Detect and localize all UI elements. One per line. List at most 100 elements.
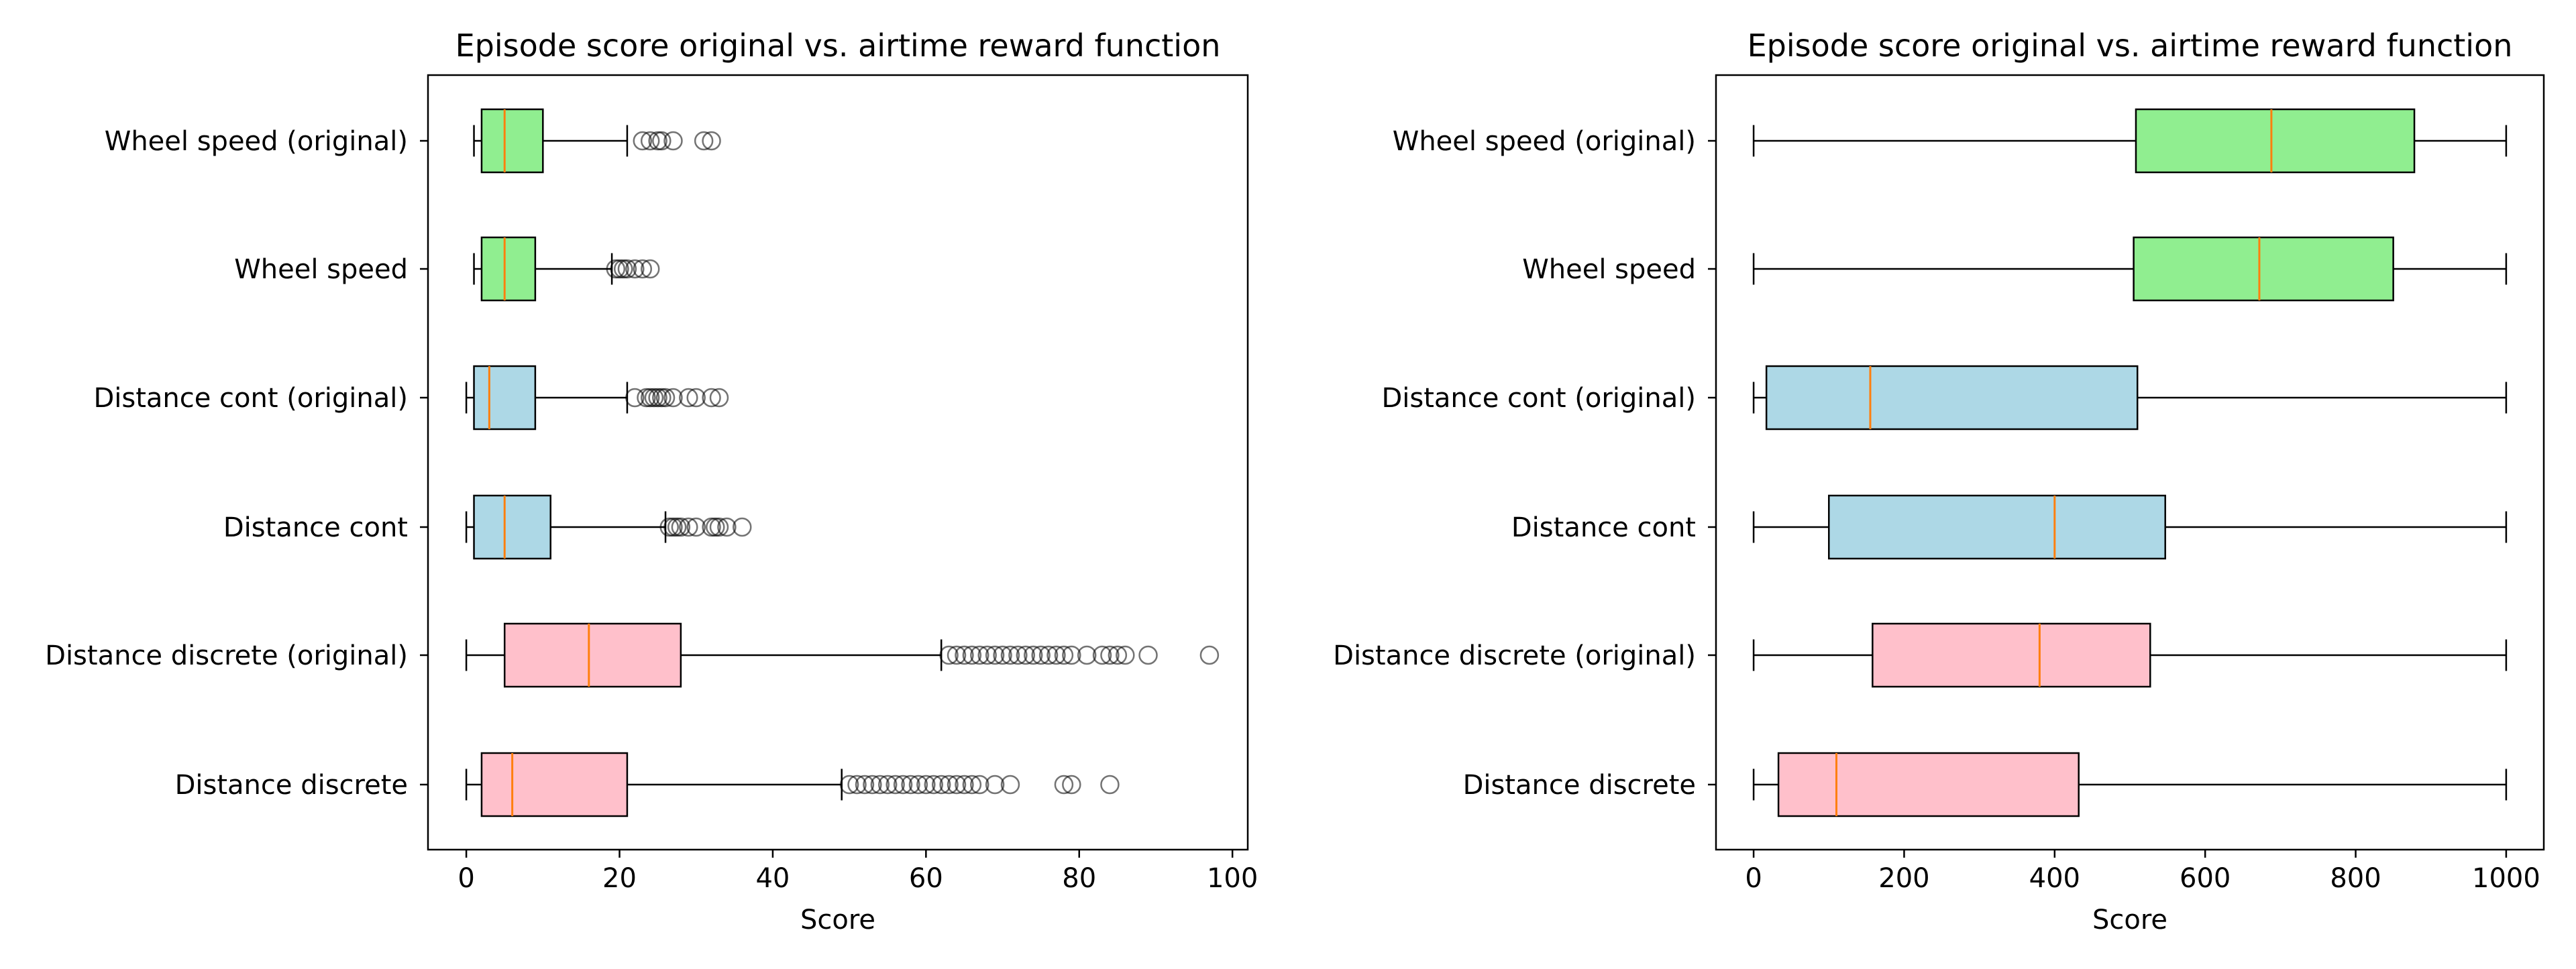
outlier-point bbox=[625, 259, 645, 279]
outlier-point bbox=[640, 259, 660, 279]
outlier-point bbox=[702, 388, 721, 408]
outlier-point bbox=[655, 388, 676, 408]
outlier-point bbox=[652, 131, 672, 151]
outlier-point bbox=[1100, 645, 1120, 665]
outlier-point bbox=[1100, 775, 1120, 795]
outlier-point bbox=[985, 645, 1005, 665]
outlier-point bbox=[717, 517, 737, 537]
x-axis-label: Score bbox=[2092, 905, 2167, 935]
outlier-point bbox=[901, 775, 920, 795]
outlier-point bbox=[931, 775, 951, 795]
y-category-label: Distance cont bbox=[1511, 512, 1696, 543]
box-iqr bbox=[473, 494, 551, 560]
outlier-point bbox=[916, 775, 936, 795]
outlier-point bbox=[939, 775, 959, 795]
outlier-point bbox=[1038, 645, 1059, 665]
box-iqr bbox=[503, 622, 682, 688]
box-iqr bbox=[480, 752, 629, 817]
outlier-point bbox=[732, 517, 752, 537]
x-tick-label: 60 bbox=[909, 863, 943, 894]
outlier-point bbox=[709, 517, 729, 537]
box-iqr bbox=[2135, 108, 2416, 174]
outlier-point bbox=[1000, 645, 1020, 665]
outlier-point bbox=[1077, 645, 1097, 665]
box-iqr bbox=[473, 365, 537, 431]
outlier-point bbox=[679, 517, 698, 537]
outlier-point bbox=[855, 775, 875, 795]
outlier-point bbox=[1023, 645, 1043, 665]
outlier-point bbox=[625, 388, 645, 408]
outlier-point bbox=[1054, 645, 1074, 665]
outlier-point bbox=[686, 388, 706, 408]
outlier-point bbox=[962, 775, 982, 795]
outlier-point bbox=[939, 645, 959, 665]
box-iqr bbox=[1777, 752, 2080, 817]
outlier-point bbox=[924, 775, 944, 795]
box-iqr bbox=[2133, 236, 2394, 302]
y-category-label: Distance cont bbox=[223, 512, 408, 543]
outlier-point bbox=[1138, 645, 1158, 665]
y-category-label: Wheel speed (original) bbox=[105, 126, 408, 157]
plot-area-frame bbox=[427, 74, 1249, 851]
x-tick-label: 400 bbox=[2029, 863, 2080, 894]
outlier-point bbox=[1054, 775, 1074, 795]
outlier-point bbox=[1199, 645, 1220, 665]
outlier-point bbox=[1062, 645, 1081, 665]
box-iqr bbox=[1872, 622, 2151, 688]
outlier-point bbox=[663, 131, 683, 151]
outlier-point bbox=[962, 645, 982, 665]
outlier-point bbox=[1031, 645, 1051, 665]
y-category-label: Distance cont (original) bbox=[93, 383, 408, 414]
x-axis-label: Score bbox=[800, 905, 875, 935]
box-iqr bbox=[1765, 365, 2139, 431]
x-tick-label: 100 bbox=[1207, 863, 1258, 894]
outlier-point bbox=[908, 775, 928, 795]
outlier-point bbox=[985, 775, 1005, 795]
outlier-point bbox=[970, 645, 989, 665]
outlier-point bbox=[663, 388, 683, 408]
y-category-label: Distance discrete bbox=[175, 770, 408, 801]
x-tick-label: 40 bbox=[755, 863, 790, 894]
outlier-point bbox=[702, 131, 721, 151]
y-category-label: Distance discrete (original) bbox=[45, 640, 408, 671]
outlier-point bbox=[640, 131, 660, 151]
outlier-point bbox=[970, 775, 989, 795]
box-iqr bbox=[480, 236, 537, 302]
y-category-label: Distance cont (original) bbox=[1381, 383, 1696, 414]
outlier-point bbox=[893, 775, 913, 795]
left-boxplot-panel: Episode score original vs. airtime rewar… bbox=[45, 27, 1258, 935]
outlier-point bbox=[839, 775, 859, 795]
outlier-point bbox=[977, 645, 997, 665]
outlier-point bbox=[1016, 645, 1036, 665]
outlier-point bbox=[694, 131, 714, 151]
chart-title: Episode score original vs. airtime rewar… bbox=[455, 27, 1221, 64]
outlier-point bbox=[993, 645, 1012, 665]
x-tick-label: 0 bbox=[458, 863, 474, 894]
x-tick-label: 20 bbox=[602, 863, 637, 894]
outlier-point bbox=[1062, 775, 1081, 795]
x-tick-label: 80 bbox=[1062, 863, 1096, 894]
chart-title: Episode score original vs. airtime rewar… bbox=[1748, 27, 2513, 64]
y-category-label: Wheel speed bbox=[1522, 254, 1696, 285]
y-category-label: Wheel speed bbox=[234, 254, 408, 285]
outlier-point bbox=[633, 259, 653, 279]
outlier-point bbox=[847, 775, 867, 795]
outlier-point bbox=[1000, 775, 1020, 795]
outlier-point bbox=[1116, 645, 1135, 665]
x-tick-label: 800 bbox=[2330, 863, 2381, 894]
x-tick-label: 1000 bbox=[2472, 863, 2540, 894]
outlier-point bbox=[955, 775, 974, 795]
outlier-point bbox=[1108, 645, 1128, 665]
x-tick-label: 0 bbox=[1745, 863, 1762, 894]
y-category-label: Wheel speed (original) bbox=[1393, 126, 1696, 157]
outlier-point bbox=[633, 131, 653, 151]
outlier-point bbox=[679, 388, 698, 408]
box-iqr bbox=[480, 108, 544, 174]
x-tick-label: 200 bbox=[1878, 863, 1929, 894]
outlier-point bbox=[1046, 645, 1066, 665]
y-category-label: Distance discrete bbox=[1463, 770, 1696, 801]
plot-area-frame bbox=[1715, 74, 2545, 851]
outlier-point bbox=[947, 775, 967, 795]
